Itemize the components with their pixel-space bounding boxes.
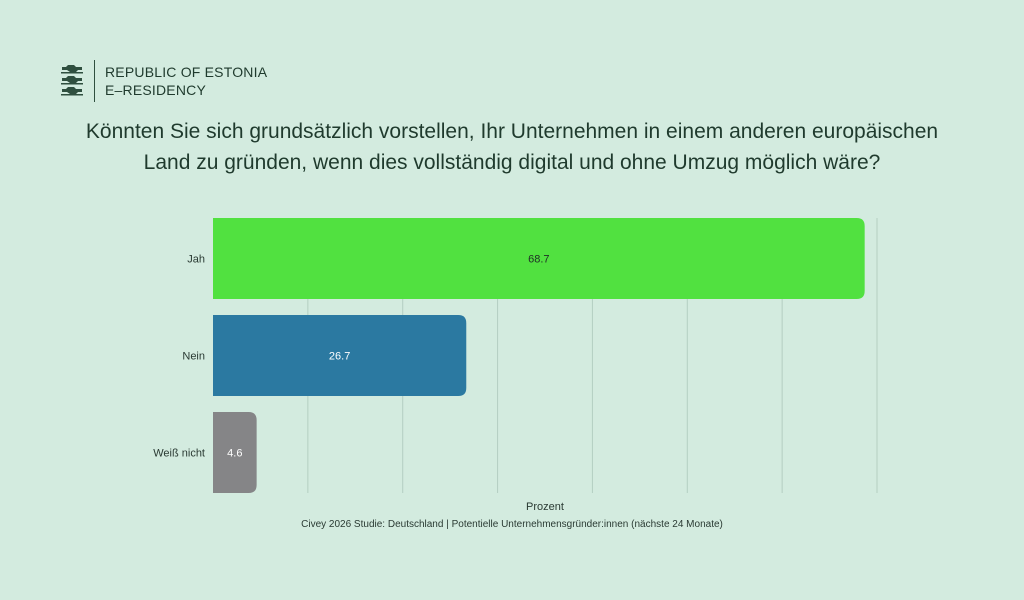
bar-1	[213, 218, 865, 299]
source-note: Civey 2026 Studie: Deutschland | Potenti…	[301, 519, 723, 530]
org-line2: E–RESIDENCY	[105, 82, 207, 98]
category-label: Jah	[187, 254, 205, 266]
chart-title: Könnten Sie sich grundsätzlich vorstelle…	[85, 120, 939, 174]
data-label: 4.6	[227, 448, 242, 460]
org-line1: REPUBLIC OF ESTONIA	[105, 64, 268, 80]
category-label: Nein	[182, 351, 205, 363]
three-lions-coat-of-arms-icon	[61, 65, 83, 96]
bar-2	[213, 315, 467, 396]
org-name: REPUBLIC OF ESTONIA E–RESIDENCY	[105, 63, 267, 99]
bar-3	[213, 412, 257, 493]
category-label: Weiß nicht	[153, 448, 205, 460]
x-axis-label: Prozent	[526, 501, 564, 513]
data-label: 68.7	[528, 254, 549, 266]
data-label: 26.7	[329, 351, 350, 363]
logo: REPUBLIC OF ESTONIA E–RESIDENCY	[60, 60, 267, 102]
logo-divider	[94, 60, 95, 102]
